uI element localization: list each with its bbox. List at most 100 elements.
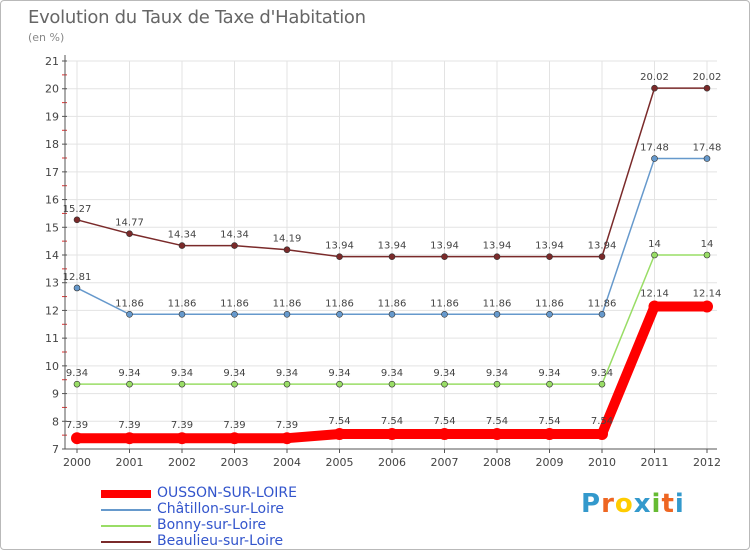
- data-point: [178, 242, 186, 249]
- y-tick-label: 9: [52, 388, 59, 401]
- data-label: 14.77: [115, 218, 144, 229]
- data-label: 9.34: [171, 368, 193, 379]
- data-label: 11.86: [168, 298, 197, 309]
- data-label: 7.54: [433, 416, 455, 427]
- data-label: 9.34: [328, 368, 350, 379]
- data-point: [73, 380, 81, 388]
- y-tick-label: 7: [52, 443, 59, 456]
- data-label: 7.54: [381, 416, 403, 427]
- logo-letter: P: [581, 489, 602, 519]
- data-point: [336, 253, 343, 260]
- data-point: [388, 253, 396, 260]
- data-label: 9.34: [486, 368, 508, 379]
- data-label: 14.34: [168, 230, 197, 241]
- data-point: [123, 432, 136, 445]
- data-point: [543, 428, 556, 441]
- legend-swatch: [101, 509, 151, 511]
- data-point: [546, 380, 553, 388]
- data-point: [126, 230, 133, 237]
- y-tick-label: 13: [45, 277, 59, 290]
- logo-letter: r: [601, 489, 615, 519]
- chart-title: Evolution du Taux de Taxe d'Habitation: [28, 7, 366, 28]
- logo-letter: t: [661, 489, 675, 519]
- y-tick-label: 17: [45, 166, 59, 179]
- data-label: 9.34: [118, 368, 140, 379]
- y-tick-label: 19: [45, 110, 59, 123]
- data-label: 20.02: [640, 72, 669, 83]
- legend-label: Bonny-sur-Loire: [157, 517, 267, 533]
- x-tick-label: 2001: [116, 456, 144, 469]
- data-label: 20.02: [693, 72, 722, 83]
- data-point: [441, 380, 448, 388]
- data-label: 11.86: [115, 298, 144, 309]
- data-point: [441, 311, 448, 318]
- data-point: [231, 311, 238, 318]
- x-tick-label: 2005: [326, 456, 354, 469]
- data-point: [126, 311, 133, 318]
- data-point: [703, 251, 711, 259]
- data-label: 14.34: [220, 230, 249, 241]
- data-point: [73, 216, 81, 224]
- data-point: [441, 253, 448, 260]
- x-tick-label: 2007: [431, 456, 459, 469]
- data-label: 13.94: [325, 241, 354, 252]
- data-label: 9.34: [66, 368, 88, 379]
- data-point: [596, 428, 608, 441]
- legend-label: Châtillon-sur-Loire: [157, 501, 285, 517]
- y-tick-label: 14: [45, 249, 59, 262]
- data-point: [493, 380, 501, 388]
- data-label: 9.34: [591, 368, 613, 379]
- data-point: [228, 432, 241, 445]
- data-point: [333, 428, 346, 441]
- data-point: [648, 300, 661, 313]
- data-point: [438, 428, 451, 441]
- data-label: 11.86: [430, 298, 459, 309]
- data-label: 17.48: [693, 143, 722, 154]
- data-point: [178, 380, 186, 388]
- data-label: 11.86: [220, 298, 249, 309]
- data-point: [703, 155, 711, 162]
- y-tick-label: 20: [45, 83, 59, 96]
- y-tick-label: 8: [52, 415, 59, 428]
- x-tick-label: 2008: [483, 456, 511, 469]
- data-point: [336, 380, 343, 388]
- data-point: [126, 380, 133, 388]
- data-label: 11.86: [535, 298, 564, 309]
- data-point: [598, 311, 606, 318]
- data-point: [231, 380, 238, 388]
- x-tick-label: 2010: [588, 456, 616, 469]
- data-label: 13.94: [430, 241, 459, 252]
- x-tick-label: 2004: [273, 456, 301, 469]
- logo-letter: i: [674, 489, 685, 519]
- data-label: 7.54: [538, 416, 560, 427]
- data-label: 7.39: [66, 420, 88, 431]
- data-label: 7.54: [486, 416, 508, 427]
- data-point: [598, 380, 606, 388]
- data-point: [283, 311, 291, 318]
- data-label: 13.94: [588, 241, 617, 252]
- data-label: 13.94: [535, 241, 564, 252]
- y-tick-label: 12: [45, 304, 59, 317]
- data-label: 11.86: [378, 298, 407, 309]
- data-point: [651, 251, 658, 259]
- logo-letter: o: [614, 489, 634, 519]
- chart-subtitle: (en %): [28, 31, 65, 44]
- data-label: 13.94: [378, 241, 407, 252]
- x-tick-label: 2012: [693, 456, 721, 469]
- data-label: 11.86: [325, 298, 354, 309]
- data-point: [493, 253, 501, 260]
- data-label: 14: [648, 239, 661, 250]
- data-point: [178, 311, 186, 318]
- y-tick-label: 11: [45, 332, 59, 345]
- data-label: 7.39: [171, 420, 193, 431]
- logo-letter: x: [633, 489, 652, 519]
- proxiti-logo: Proxiti: [581, 489, 685, 519]
- data-label: 14: [701, 239, 714, 250]
- data-point: [598, 253, 606, 260]
- logo-letter: i: [651, 489, 662, 519]
- data-label: 12.14: [640, 289, 669, 300]
- data-label: 9.34: [538, 368, 560, 379]
- legend-swatch: [101, 490, 151, 498]
